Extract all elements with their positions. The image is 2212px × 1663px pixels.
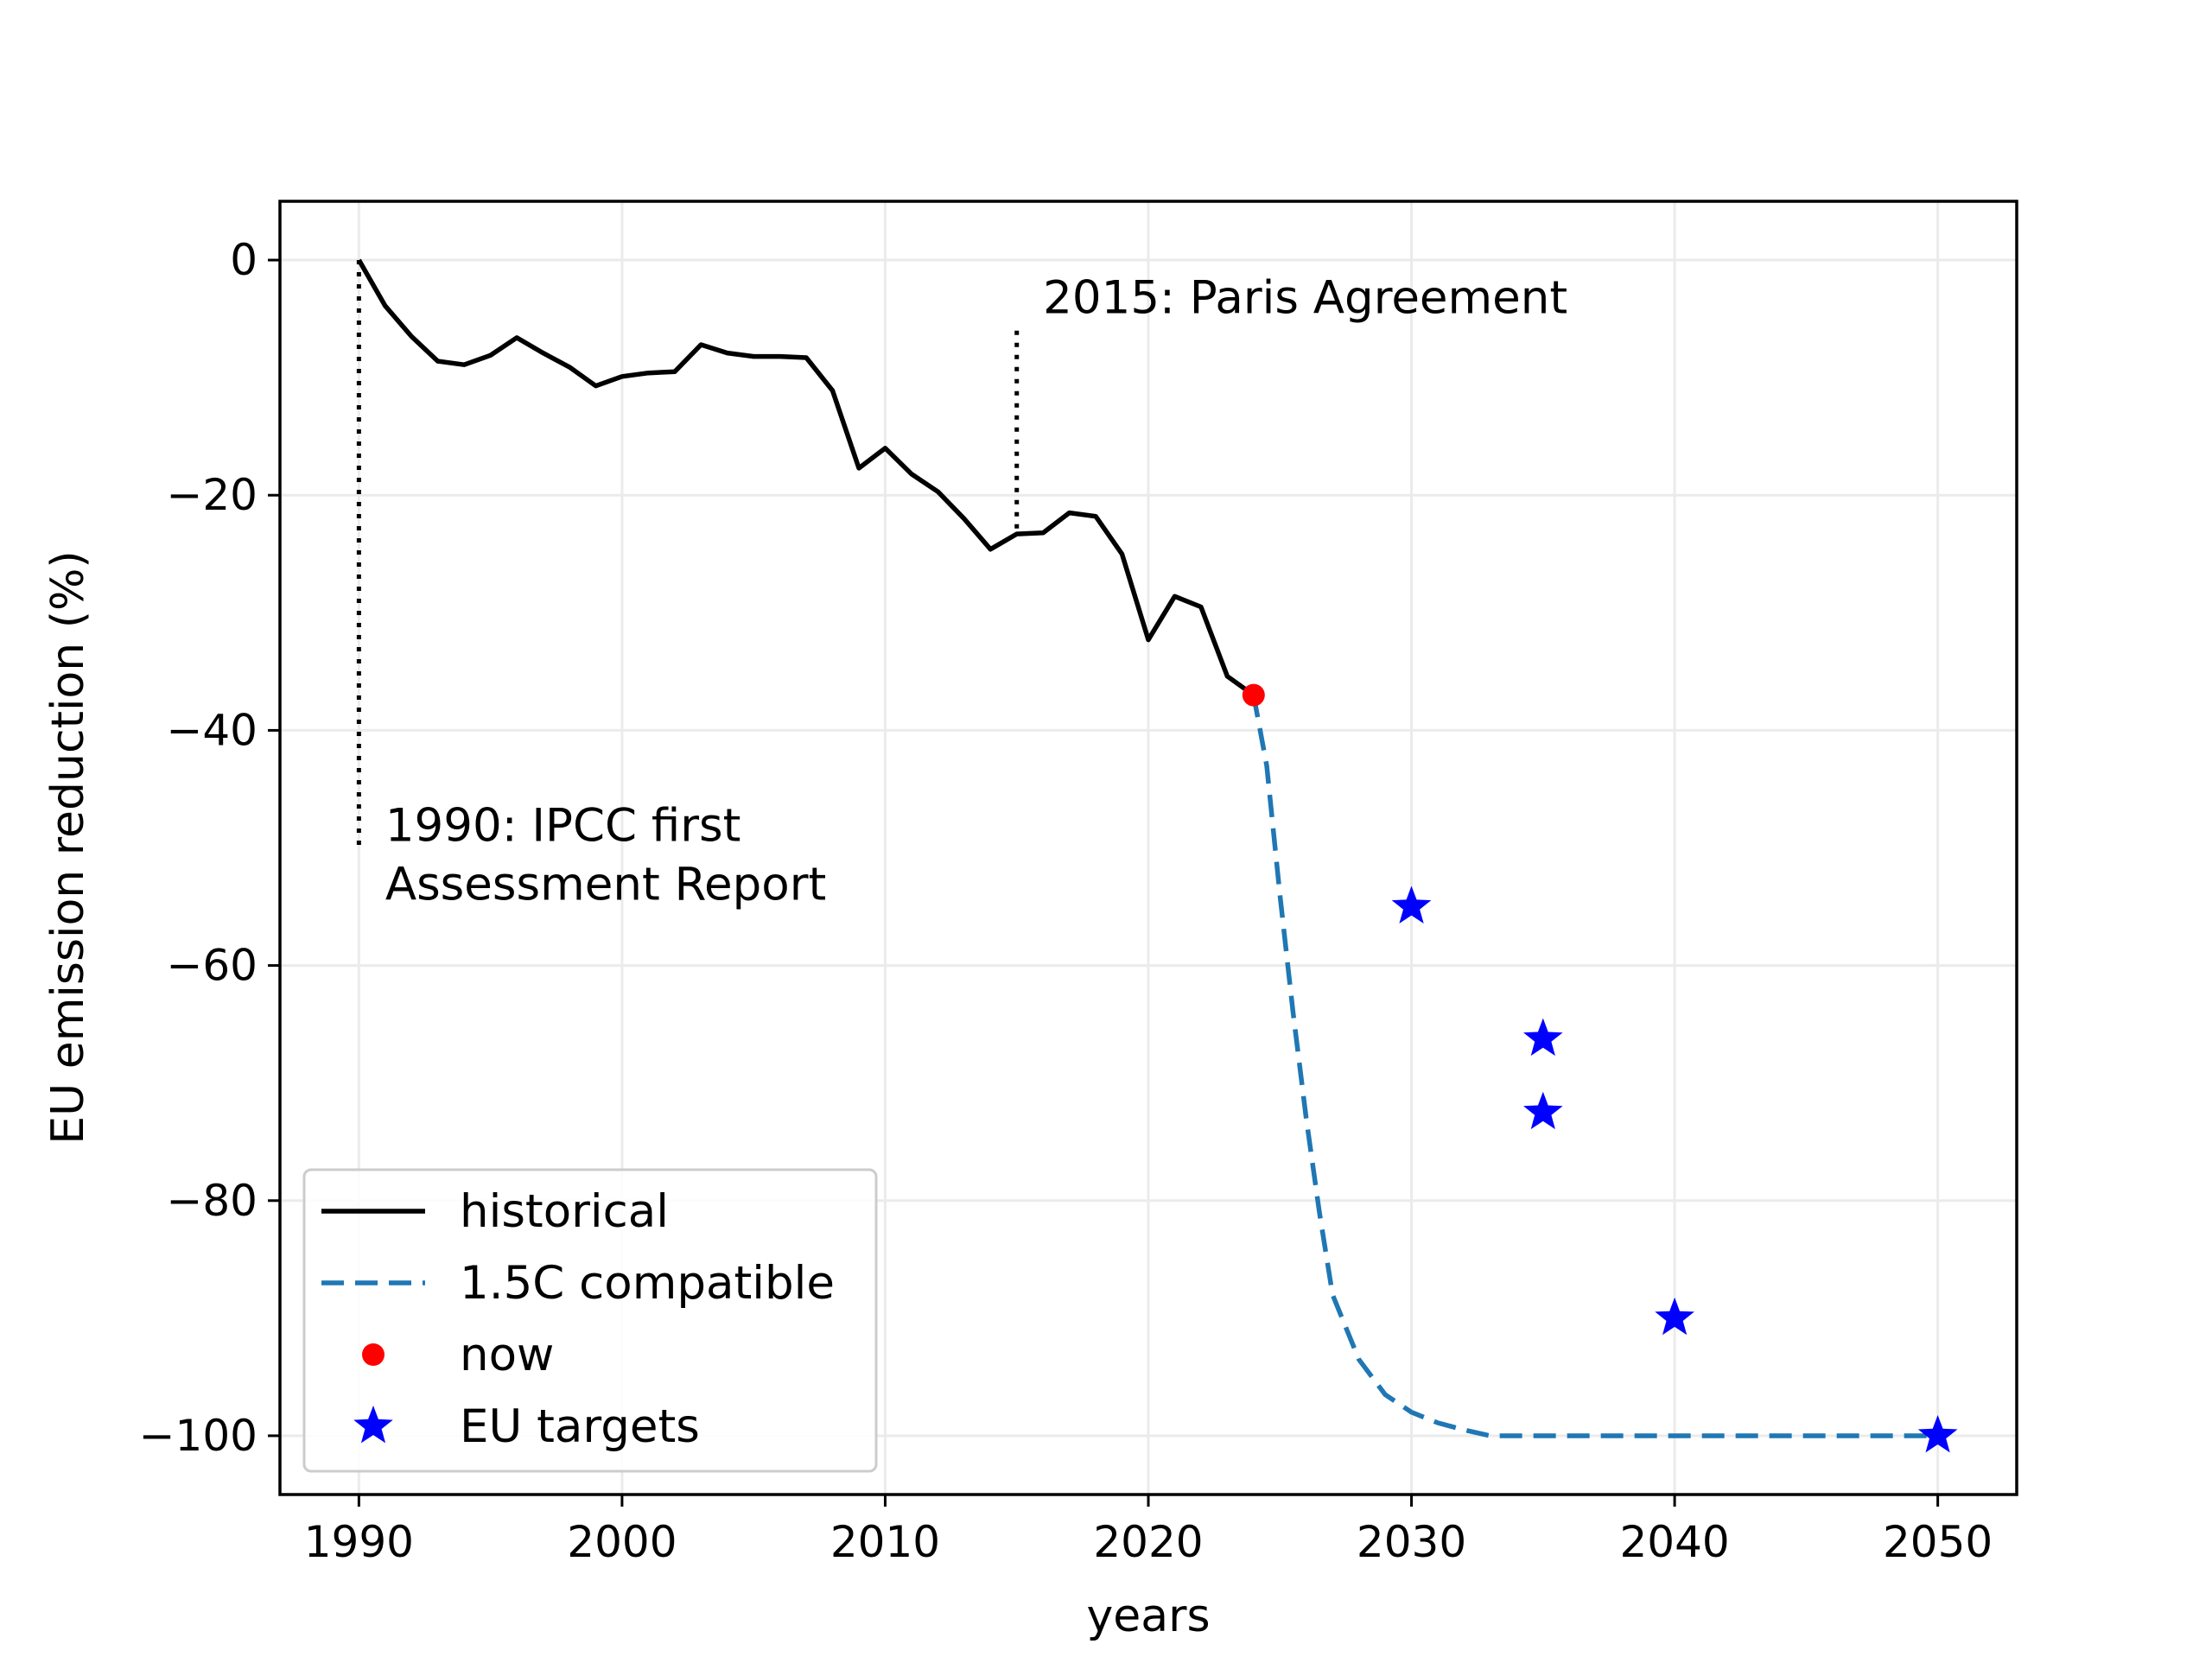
y-tick-label: 0 bbox=[230, 235, 257, 285]
x-tick-label: 2000 bbox=[567, 1517, 677, 1567]
x-tick-label: 2050 bbox=[1883, 1517, 1993, 1567]
y-tick-label: −80 bbox=[166, 1176, 257, 1226]
historical-line bbox=[357, 258, 1255, 697]
eu-target-star bbox=[1523, 1091, 1563, 1130]
y-tick-label: −20 bbox=[166, 470, 257, 520]
y-tick-label: −60 bbox=[166, 941, 257, 991]
now-marker bbox=[1242, 683, 1265, 707]
legend-label: historical bbox=[460, 1185, 669, 1238]
y-axis-label: EU emission reduction (%) bbox=[42, 550, 94, 1144]
x-tick-label: 1990 bbox=[304, 1517, 414, 1567]
eu-target-star bbox=[1523, 1018, 1563, 1057]
annotation-text: 2015: Paris Agreement bbox=[1043, 272, 1567, 325]
eu-target-star bbox=[1917, 1415, 1958, 1453]
legend-box bbox=[302, 1168, 878, 1473]
legend-label: 1.5C compatible bbox=[460, 1257, 835, 1310]
legend: historical 1.5C compatible now EU targets bbox=[302, 1168, 878, 1473]
annotations: 1990: IPCC first Assessment Report 2015: P… bbox=[356, 260, 1567, 911]
y-tick-label: −40 bbox=[166, 705, 257, 755]
eu-target-star bbox=[1391, 885, 1432, 924]
annotation-text: Assessment Report bbox=[385, 859, 826, 911]
x-axis-label: years bbox=[1086, 1590, 1210, 1642]
y-tick-label: −100 bbox=[139, 1411, 257, 1461]
x-tick-label: 2030 bbox=[1357, 1517, 1466, 1567]
legend-label: EU targets bbox=[460, 1400, 700, 1453]
x-tick-label: 2020 bbox=[1093, 1517, 1203, 1567]
eu-target-star bbox=[1655, 1297, 1694, 1336]
compatible-pathway-line bbox=[1251, 695, 1938, 1438]
annotation-text: 1990: IPCC first bbox=[385, 800, 741, 853]
axis-ticks: 1990 2000 2010 2020 2030 2040 2050 0 −20 −40 −60 −8… bbox=[139, 235, 1993, 1567]
legend-swatch-targets bbox=[353, 1406, 393, 1444]
series bbox=[357, 258, 1958, 1453]
x-tick-label: 2040 bbox=[1619, 1517, 1729, 1567]
x-tick-label: 2010 bbox=[830, 1517, 940, 1567]
legend-label: now bbox=[460, 1329, 554, 1381]
legend-swatch-now bbox=[362, 1343, 385, 1366]
